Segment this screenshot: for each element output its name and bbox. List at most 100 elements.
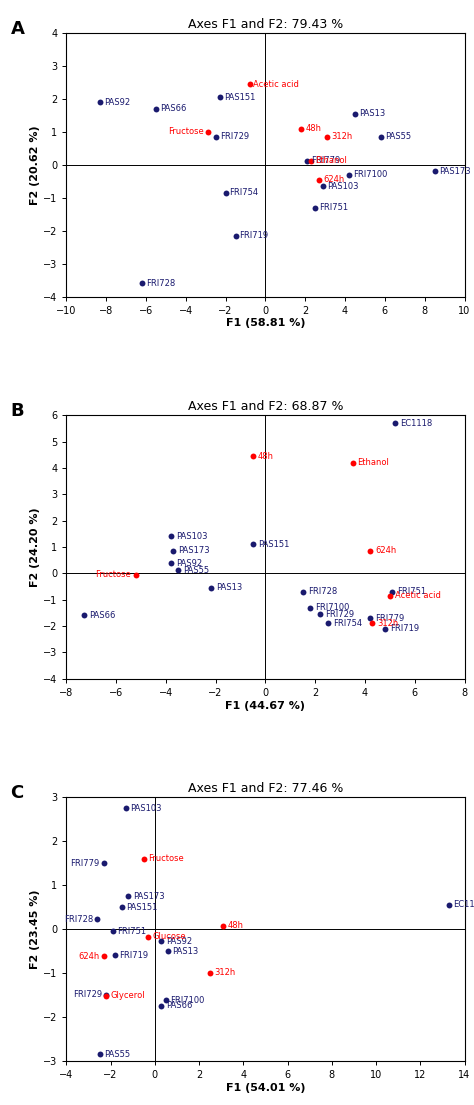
Text: FRI779: FRI779 xyxy=(375,613,404,622)
Point xyxy=(170,543,177,560)
Text: PAS55: PAS55 xyxy=(104,1050,130,1059)
Point xyxy=(111,947,119,965)
Text: PAS151: PAS151 xyxy=(258,540,289,549)
Point xyxy=(345,166,353,183)
Point xyxy=(102,987,110,1004)
Point xyxy=(324,614,331,632)
Text: FRI719: FRI719 xyxy=(239,231,269,240)
Text: Acetic acid: Acetic acid xyxy=(395,591,441,600)
Point xyxy=(132,566,140,583)
X-axis label: F1 (44.67 %): F1 (44.67 %) xyxy=(226,701,305,711)
Y-axis label: F2 (23.45 %): F2 (23.45 %) xyxy=(30,890,40,969)
Point xyxy=(299,583,307,601)
Text: Fructose: Fructose xyxy=(168,127,204,136)
Point xyxy=(167,555,174,572)
Text: PAS103: PAS103 xyxy=(130,803,162,813)
Text: PAS173: PAS173 xyxy=(178,547,210,556)
Text: FRI754: FRI754 xyxy=(333,619,362,628)
Text: FRI779: FRI779 xyxy=(70,859,100,867)
Text: PAS13: PAS13 xyxy=(173,947,199,956)
Point xyxy=(219,917,227,935)
Text: PAS66: PAS66 xyxy=(160,104,186,114)
Text: 48h: 48h xyxy=(305,124,321,134)
Text: Fructose: Fructose xyxy=(148,854,184,863)
Point xyxy=(431,162,438,180)
Text: PAS13: PAS13 xyxy=(359,109,385,118)
Point xyxy=(204,123,211,140)
Text: Glucose: Glucose xyxy=(153,933,186,941)
Text: FRI728: FRI728 xyxy=(64,915,93,924)
Point xyxy=(381,620,389,638)
Point xyxy=(389,583,396,601)
Point xyxy=(167,527,174,545)
Text: PAS92: PAS92 xyxy=(166,937,192,946)
Text: Ethanol: Ethanol xyxy=(315,157,347,166)
Text: FRI751: FRI751 xyxy=(397,587,427,597)
Text: PAS66: PAS66 xyxy=(166,1001,192,1010)
Point xyxy=(249,536,257,554)
Text: PAS13: PAS13 xyxy=(216,583,242,592)
Text: Ethanol: Ethanol xyxy=(357,459,389,467)
Text: FRI7100: FRI7100 xyxy=(315,603,350,612)
Text: FRI729: FRI729 xyxy=(73,990,102,999)
Point xyxy=(222,185,229,202)
Text: FRI719: FRI719 xyxy=(390,624,419,633)
Point xyxy=(369,614,376,632)
Point xyxy=(391,414,399,432)
Text: FRI728: FRI728 xyxy=(146,278,175,288)
Text: A: A xyxy=(10,20,25,38)
Text: 624h: 624h xyxy=(375,547,396,556)
Title: Axes F1 and F2: 79.43 %: Axes F1 and F2: 79.43 % xyxy=(188,18,343,31)
Point xyxy=(377,128,385,146)
Point xyxy=(207,579,214,597)
Text: 312h: 312h xyxy=(215,968,236,978)
Point xyxy=(96,1045,103,1063)
Text: FRI751: FRI751 xyxy=(319,203,348,212)
Y-axis label: F2 (20.62 %): F2 (20.62 %) xyxy=(30,125,40,204)
Point xyxy=(212,128,219,146)
Point xyxy=(100,854,108,872)
Point xyxy=(366,543,374,560)
X-axis label: F1 (54.01 %): F1 (54.01 %) xyxy=(226,1083,305,1093)
Text: PAS55: PAS55 xyxy=(183,566,210,575)
Text: 624h: 624h xyxy=(78,951,100,960)
Text: 312h: 312h xyxy=(331,133,352,141)
Point xyxy=(249,448,257,465)
X-axis label: F1 (58.81 %): F1 (58.81 %) xyxy=(226,318,305,328)
Text: PAS92: PAS92 xyxy=(104,98,130,107)
Point xyxy=(122,799,130,817)
Text: PAS173: PAS173 xyxy=(438,167,470,176)
Point xyxy=(317,606,324,623)
Point xyxy=(319,178,327,196)
Text: FRI779: FRI779 xyxy=(311,157,340,166)
Text: FRI729: FRI729 xyxy=(219,133,249,141)
Point xyxy=(152,101,160,118)
Point xyxy=(125,887,132,905)
Point xyxy=(323,128,331,146)
Text: EC1118: EC1118 xyxy=(400,419,432,428)
Text: Glycerol: Glycerol xyxy=(110,991,145,1000)
Point xyxy=(80,607,88,624)
Text: FRI7100: FRI7100 xyxy=(353,170,387,179)
Text: PAS103: PAS103 xyxy=(176,532,207,541)
Point xyxy=(303,152,311,170)
Point xyxy=(145,928,152,946)
Text: PAS151: PAS151 xyxy=(126,903,157,912)
Point xyxy=(162,991,170,1009)
Point xyxy=(102,986,110,1003)
Point xyxy=(349,454,356,472)
Text: FRI751: FRI751 xyxy=(117,927,146,936)
Text: PAS151: PAS151 xyxy=(224,93,255,102)
Text: 312h: 312h xyxy=(377,619,399,628)
Point xyxy=(298,119,305,137)
Text: Acetic acid: Acetic acid xyxy=(254,80,300,88)
Point xyxy=(93,911,101,928)
Text: FRI728: FRI728 xyxy=(308,587,337,597)
Title: Axes F1 and F2: 77.46 %: Axes F1 and F2: 77.46 % xyxy=(188,781,343,794)
Point xyxy=(109,923,117,940)
Point xyxy=(232,227,239,244)
Text: B: B xyxy=(10,402,24,420)
Text: EC1118: EC1118 xyxy=(454,901,474,909)
Point xyxy=(351,105,359,123)
Point xyxy=(206,965,214,982)
